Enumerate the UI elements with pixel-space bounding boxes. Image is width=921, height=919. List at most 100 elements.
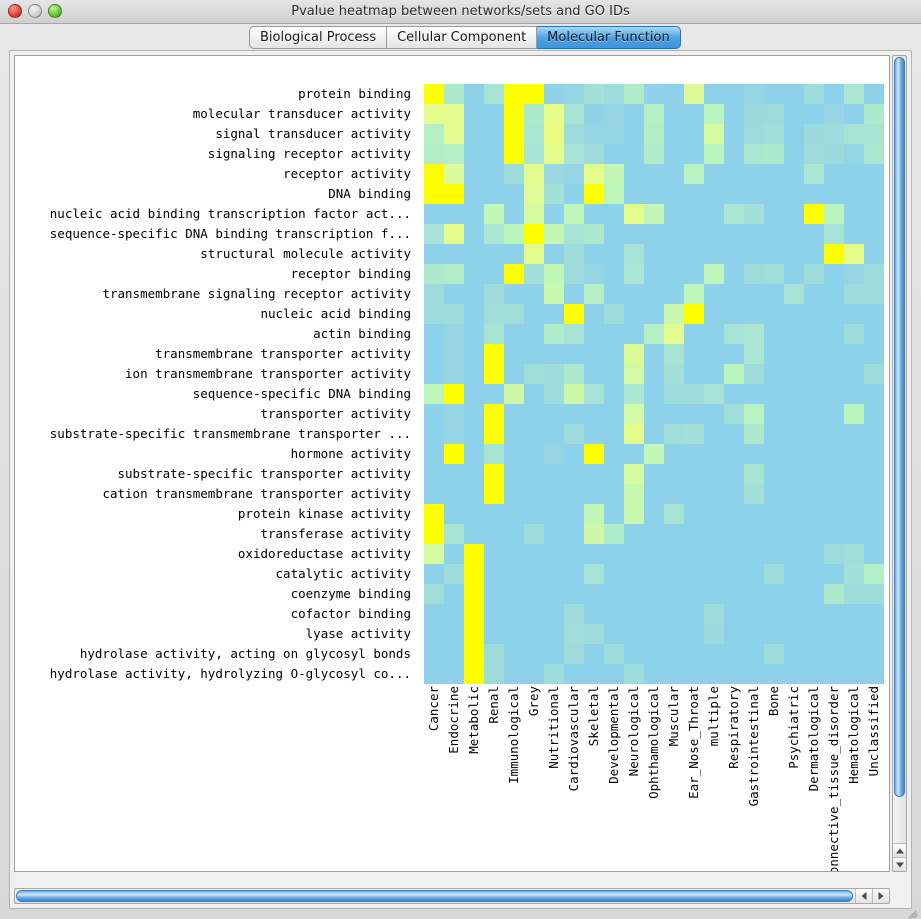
heatmap-cell[interactable] <box>544 544 564 564</box>
heatmap-cell[interactable] <box>744 664 764 684</box>
heatmap-cell[interactable] <box>444 584 464 604</box>
heatmap-cell[interactable] <box>724 404 744 424</box>
heatmap-cell[interactable] <box>624 524 644 544</box>
heatmap-cell[interactable] <box>524 584 544 604</box>
heatmap-cell[interactable] <box>644 404 664 424</box>
heatmap-cell[interactable] <box>624 204 644 224</box>
heatmap-cell[interactable] <box>424 444 444 464</box>
heatmap-cell[interactable] <box>444 344 464 364</box>
heatmap-cell[interactable] <box>584 104 604 124</box>
heatmap-cell[interactable] <box>464 624 484 644</box>
heatmap-cell[interactable] <box>484 644 504 664</box>
heatmap-cell[interactable] <box>424 344 444 364</box>
heatmap-cell[interactable] <box>524 404 544 424</box>
heatmap-cell[interactable] <box>844 464 864 484</box>
heatmap-cell[interactable] <box>464 224 484 244</box>
heatmap-cell[interactable] <box>844 304 864 324</box>
heatmap-cell[interactable] <box>424 164 444 184</box>
heatmap-cell[interactable] <box>644 484 664 504</box>
heatmap-cell[interactable] <box>784 324 804 344</box>
heatmap-cell[interactable] <box>684 144 704 164</box>
heatmap-cell[interactable] <box>824 84 844 104</box>
heatmap-cell[interactable] <box>484 284 504 304</box>
heatmap-cell[interactable] <box>624 604 644 624</box>
heatmap-cell[interactable] <box>484 324 504 344</box>
heatmap-cell[interactable] <box>624 564 644 584</box>
heatmap-cell[interactable] <box>684 184 704 204</box>
heatmap-cell[interactable] <box>604 144 624 164</box>
heatmap-cell[interactable] <box>664 604 684 624</box>
heatmap-cell[interactable] <box>724 564 744 584</box>
heatmap-cell[interactable] <box>624 544 644 564</box>
heatmap-cell[interactable] <box>444 544 464 564</box>
heatmap-cell[interactable] <box>644 324 664 344</box>
heatmap-cell[interactable] <box>864 144 884 164</box>
heatmap-cell[interactable] <box>844 324 864 344</box>
resize-grip-icon[interactable] <box>906 904 919 919</box>
heatmap-cell[interactable] <box>804 604 824 624</box>
heatmap-cell[interactable] <box>824 584 844 604</box>
heatmap-cell[interactable] <box>524 144 544 164</box>
heatmap-cell[interactable] <box>444 484 464 504</box>
heatmap-cell[interactable] <box>744 544 764 564</box>
heatmap-cell[interactable] <box>584 644 604 664</box>
heatmap-cell[interactable] <box>744 464 764 484</box>
heatmap-cell[interactable] <box>444 444 464 464</box>
heatmap-cell[interactable] <box>664 204 684 224</box>
heatmap-cell[interactable] <box>764 244 784 264</box>
heatmap-cell[interactable] <box>624 144 644 164</box>
heatmap-cell[interactable] <box>484 504 504 524</box>
heatmap-cell[interactable] <box>584 544 604 564</box>
heatmap-cell[interactable] <box>424 584 444 604</box>
heatmap-cell[interactable] <box>484 304 504 324</box>
heatmap-cell[interactable] <box>624 364 644 384</box>
heatmap-cell[interactable] <box>844 284 864 304</box>
heatmap-cell[interactable] <box>644 124 664 144</box>
heatmap-cell[interactable] <box>504 144 524 164</box>
heatmap-cell[interactable] <box>744 384 764 404</box>
heatmap-cell[interactable] <box>744 184 764 204</box>
heatmap-cell[interactable] <box>764 184 784 204</box>
heatmap-cell[interactable] <box>824 564 844 584</box>
heatmap-cell[interactable] <box>824 624 844 644</box>
heatmap-cell[interactable] <box>684 124 704 144</box>
heatmap-cell[interactable] <box>604 304 624 324</box>
heatmap-cell[interactable] <box>584 464 604 484</box>
heatmap-cell[interactable] <box>584 604 604 624</box>
heatmap-cell[interactable] <box>544 444 564 464</box>
heatmap-cell[interactable] <box>804 164 824 184</box>
heatmap-cell[interactable] <box>604 664 624 684</box>
heatmap-cell[interactable] <box>484 164 504 184</box>
heatmap-cell[interactable] <box>564 504 584 524</box>
heatmap-cell[interactable] <box>544 384 564 404</box>
heatmap-cell[interactable] <box>504 644 524 664</box>
heatmap-cell[interactable] <box>464 464 484 484</box>
heatmap-cell[interactable] <box>824 184 844 204</box>
heatmap-cell[interactable] <box>664 224 684 244</box>
heatmap-cell[interactable] <box>424 264 444 284</box>
heatmap-cell[interactable] <box>464 84 484 104</box>
heatmap-cell[interactable] <box>424 484 444 504</box>
heatmap-cell[interactable] <box>464 524 484 544</box>
heatmap-cell[interactable] <box>464 124 484 144</box>
heatmap-cell[interactable] <box>744 504 764 524</box>
heatmap-cell[interactable] <box>684 204 704 224</box>
heatmap-cell[interactable] <box>584 584 604 604</box>
heatmap-cell[interactable] <box>444 184 464 204</box>
heatmap-cell[interactable] <box>684 244 704 264</box>
heatmap-cell[interactable] <box>544 124 564 144</box>
heatmap-cell[interactable] <box>864 544 884 564</box>
heatmap-cell[interactable] <box>804 244 824 264</box>
heatmap-cell[interactable] <box>524 544 544 564</box>
heatmap-cell[interactable] <box>844 184 864 204</box>
heatmap-cell[interactable] <box>824 144 844 164</box>
heatmap-cell[interactable] <box>744 484 764 504</box>
heatmap-cell[interactable] <box>804 404 824 424</box>
heatmap-cell[interactable] <box>524 624 544 644</box>
heatmap-cell[interactable] <box>784 444 804 464</box>
heatmap-cell[interactable] <box>624 164 644 184</box>
heatmap-cell[interactable] <box>504 404 524 424</box>
heatmap-cell[interactable] <box>424 464 444 484</box>
heatmap-cell[interactable] <box>604 404 624 424</box>
heatmap-cell[interactable] <box>784 344 804 364</box>
